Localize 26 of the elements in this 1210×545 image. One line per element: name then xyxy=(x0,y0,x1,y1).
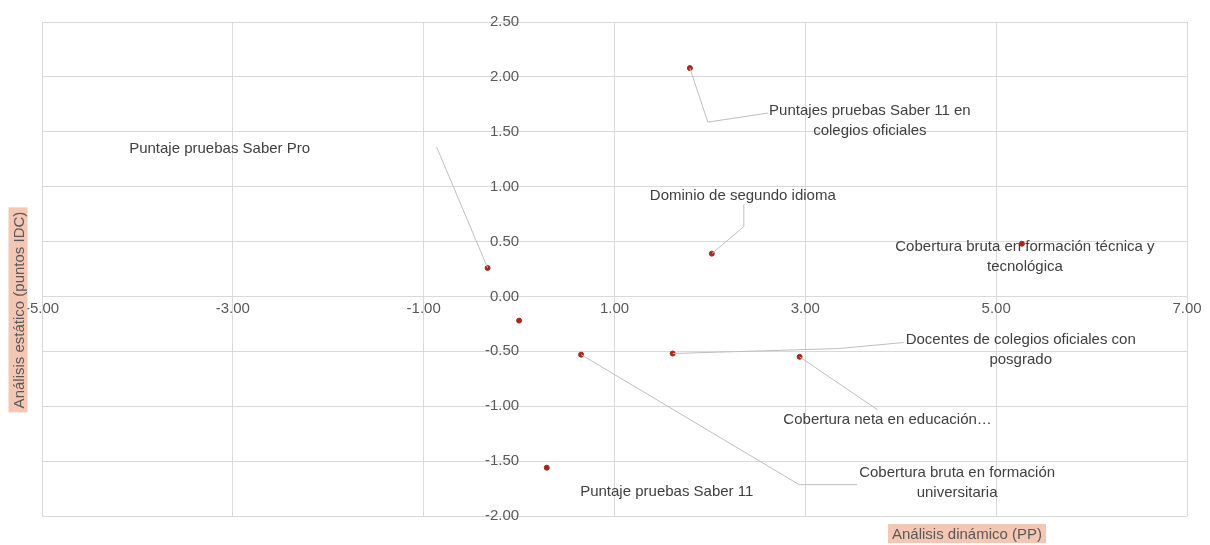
y-tick-label: 1.00 xyxy=(489,176,520,194)
annotation: Docentes de colegios oficiales con posgrado xyxy=(905,329,1136,367)
x-tick-label: -1.00 xyxy=(406,298,441,316)
y-tick-label: -1.00 xyxy=(484,396,520,414)
x-tick-label: 3.00 xyxy=(790,298,820,316)
annotation: Puntaje pruebas Saber Pro xyxy=(129,139,311,157)
x-tick-label: 5.00 xyxy=(981,298,1011,316)
y-tick-label: 0.50 xyxy=(489,231,520,249)
y-tick-label: -0.50 xyxy=(484,341,520,359)
annotation: Cobertura bruta en formación universitaria xyxy=(859,462,1056,500)
x-tick-label: 7.00 xyxy=(1172,298,1202,316)
x-axis-title: Análisis dinámico (PP) xyxy=(888,524,1047,543)
annotation: Puntaje pruebas Saber 11 xyxy=(580,481,754,499)
y-tick-label: 1.50 xyxy=(489,121,520,139)
y-tick-label: -2.00 xyxy=(484,506,520,524)
y-axis-title: Análisis estático (puntos IDC) xyxy=(8,207,28,413)
annotation: Dominio de segundo idioma xyxy=(649,185,837,203)
y-tick-label: 0.00 xyxy=(489,286,520,304)
annotation: Cobertura bruta en formación técnica y tecnológica xyxy=(895,236,1156,274)
y-tick-label: 2.50 xyxy=(489,12,520,30)
x-tick-label: 1.00 xyxy=(599,298,630,316)
y-tick-label: -1.50 xyxy=(484,451,520,469)
annotation: Puntajes pruebas Saber 11 en colegios oficiales xyxy=(769,101,971,139)
y-tick-label: 2.00 xyxy=(489,67,520,85)
annotation: Cobertura neta en educación… xyxy=(783,409,992,427)
x-tick-label: -3.00 xyxy=(215,298,250,316)
